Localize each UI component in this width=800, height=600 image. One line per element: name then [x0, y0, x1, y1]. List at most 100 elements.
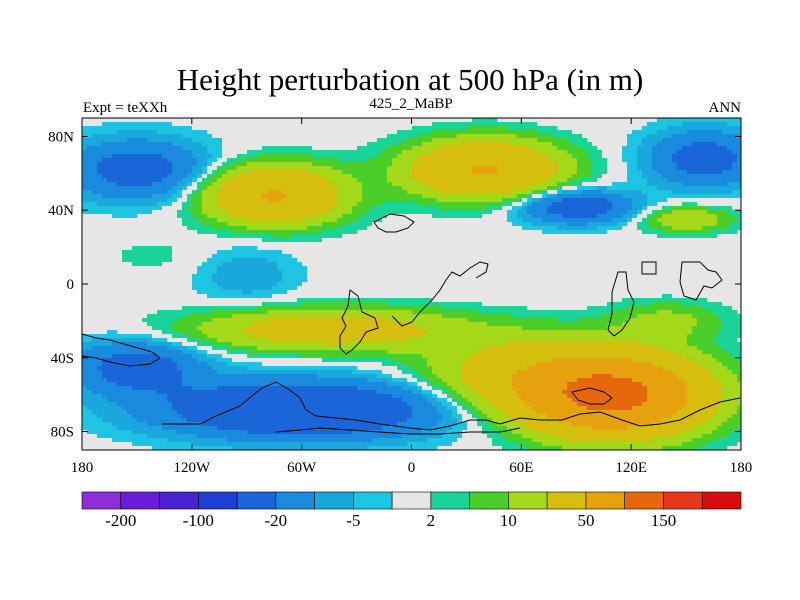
field-cell [347, 130, 353, 135]
field-cell [122, 234, 128, 239]
field-cell [537, 146, 543, 151]
field-cell [192, 178, 198, 183]
field-cell [632, 230, 638, 235]
field-cell [347, 190, 353, 195]
field-cell [367, 134, 373, 139]
field-cell [447, 222, 453, 227]
field-cell [507, 214, 513, 219]
field-cell [242, 166, 248, 171]
field-cell [167, 238, 173, 243]
field-cell [122, 218, 128, 223]
field-cell [487, 250, 493, 255]
field-cell [662, 122, 668, 127]
field-cell [502, 158, 508, 163]
field-cell [247, 146, 253, 151]
field-cell [582, 266, 588, 271]
field-cell [722, 194, 728, 199]
field-cell [542, 158, 548, 163]
field-cell [517, 166, 523, 171]
field-cell [487, 230, 493, 235]
field-cell [677, 198, 683, 203]
field-cell [372, 138, 378, 143]
field-cell [82, 218, 88, 223]
field-cell [512, 122, 518, 127]
field-cell [87, 118, 93, 123]
field-cell [132, 142, 138, 147]
field-cell [162, 254, 168, 259]
field-cell [357, 194, 363, 199]
field-cell [272, 150, 278, 155]
field-cell [517, 174, 523, 179]
field-cell [692, 182, 698, 187]
field-cell [417, 122, 423, 127]
field-cell [227, 198, 233, 203]
field-cell [627, 246, 633, 251]
field-cell [702, 130, 708, 135]
field-cell [92, 126, 98, 131]
field-cell [542, 234, 548, 239]
field-cell [407, 134, 413, 139]
field-cell [732, 194, 738, 199]
field-cell [362, 162, 368, 167]
field-cell [127, 222, 133, 227]
field-cell [542, 238, 548, 243]
field-cell [327, 158, 333, 163]
field-cell [92, 250, 98, 255]
field-cell [272, 186, 278, 191]
field-cell [597, 206, 603, 211]
field-cell [677, 230, 683, 235]
field-cell [597, 230, 603, 235]
field-cell [352, 242, 358, 247]
field-cell [302, 154, 308, 159]
field-cell [632, 194, 638, 199]
field-cell [247, 142, 253, 147]
field-cell [372, 198, 378, 203]
field-cell [582, 182, 588, 187]
field-cell [472, 242, 478, 247]
field-cell [402, 242, 408, 247]
field-cell [437, 262, 443, 267]
field-cell [102, 154, 108, 159]
field-cell [662, 246, 668, 251]
field-cell [152, 246, 158, 251]
field-cell [112, 222, 118, 227]
field-cell [402, 146, 408, 151]
field-cell [577, 138, 583, 143]
field-cell [382, 118, 388, 123]
field-cell [162, 258, 168, 263]
field-cell [552, 214, 558, 219]
field-cell [152, 230, 158, 235]
field-cell [527, 266, 533, 271]
field-cell [332, 206, 338, 211]
field-cell [697, 230, 703, 235]
field-cell [222, 158, 228, 163]
field-cell [197, 122, 203, 127]
field-cell [112, 146, 118, 151]
field-cell [367, 154, 373, 159]
field-cell [522, 194, 528, 199]
field-cell [217, 162, 223, 167]
field-cell [282, 194, 288, 199]
field-cell [107, 166, 113, 171]
field-cell [697, 174, 703, 179]
field-cell [567, 154, 573, 159]
field-cell [437, 214, 443, 219]
field-cell [277, 130, 283, 135]
field-cell [557, 142, 563, 147]
field-cell [632, 134, 638, 139]
field-cell [692, 250, 698, 255]
field-cell [237, 166, 243, 171]
field-cell [222, 230, 228, 235]
field-cell [237, 254, 243, 259]
field-cell [322, 118, 328, 123]
field-cell [407, 206, 413, 211]
field-cell [352, 150, 358, 155]
field-cell [342, 202, 348, 207]
field-cell [662, 222, 668, 227]
field-cell [97, 202, 103, 207]
field-cell [347, 158, 353, 163]
field-cell [242, 162, 248, 167]
field-cell [362, 194, 368, 199]
field-cell [717, 130, 723, 135]
field-cell [477, 158, 483, 163]
